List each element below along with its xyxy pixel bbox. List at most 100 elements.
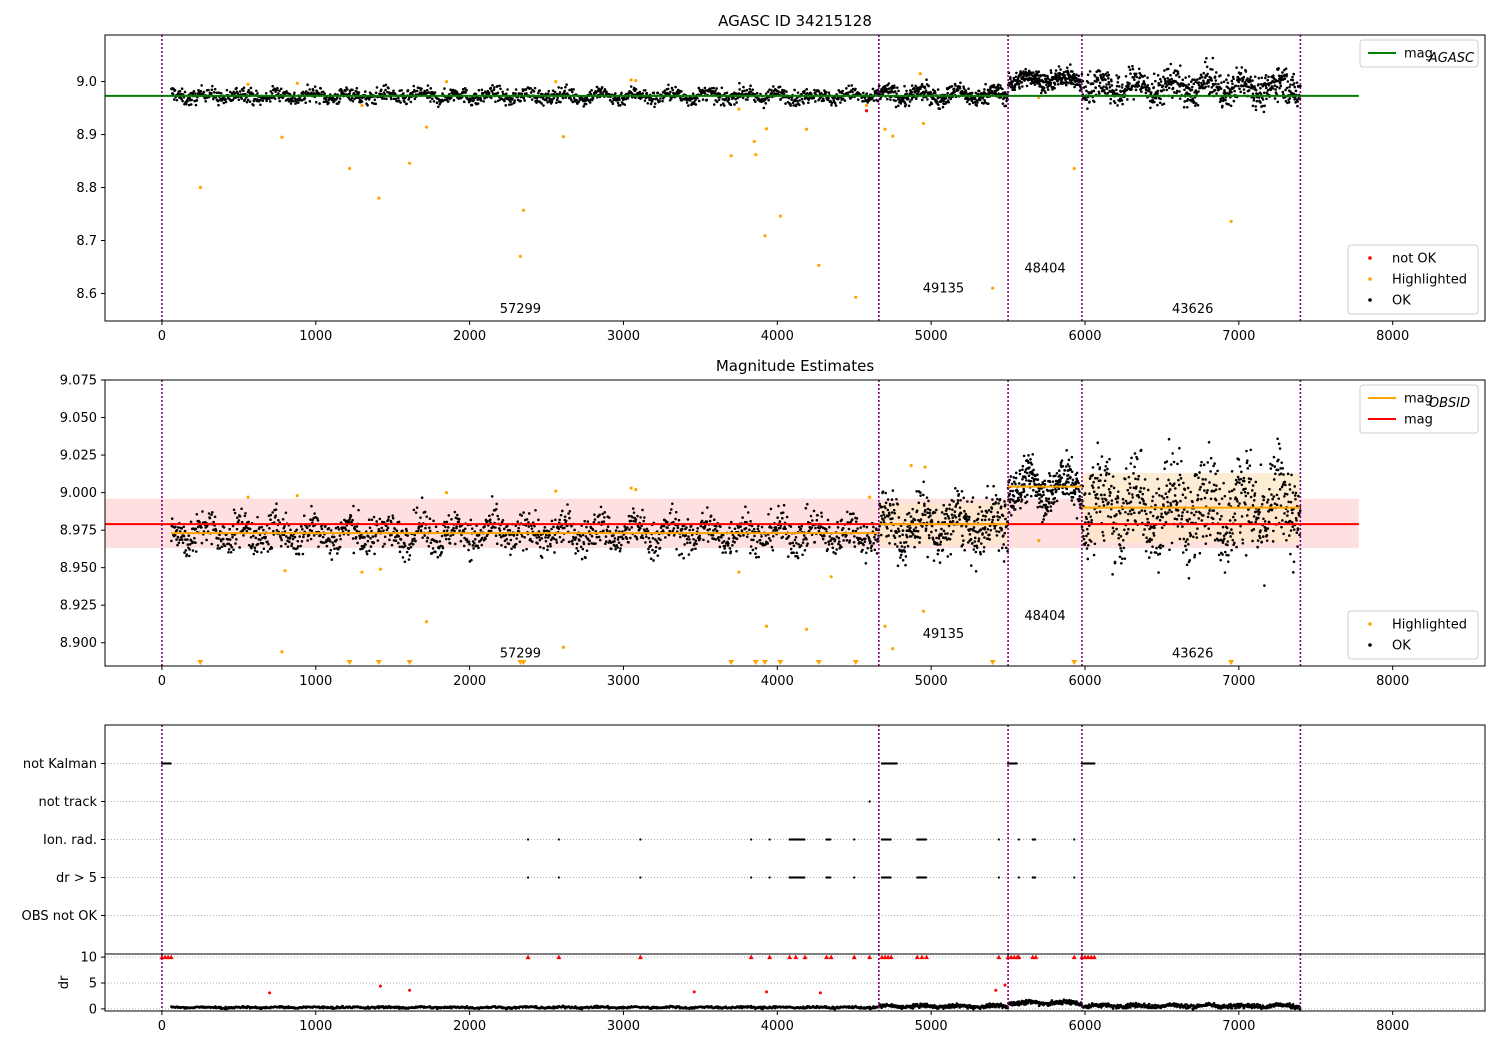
x-tick-label: 7000 xyxy=(1222,329,1255,344)
ok-point xyxy=(192,90,196,93)
obsid-label: 48404 xyxy=(1024,262,1065,277)
ok-point xyxy=(492,88,496,91)
ok-point xyxy=(616,101,620,105)
ok-point xyxy=(363,536,366,539)
ok-point xyxy=(1292,72,1296,76)
ok-point xyxy=(348,518,351,521)
ok-point xyxy=(312,534,316,537)
highlighted-point xyxy=(561,135,566,139)
ok-point xyxy=(887,87,891,91)
ok-point xyxy=(919,518,923,521)
ok-point xyxy=(434,525,438,529)
ok-point xyxy=(311,518,314,522)
ok-point xyxy=(712,529,715,532)
ok-point xyxy=(709,514,713,518)
ok-point xyxy=(1262,110,1266,114)
ok-point xyxy=(1059,68,1062,71)
ok-point xyxy=(930,524,934,528)
ok-point xyxy=(926,555,929,559)
ok-point xyxy=(1158,101,1162,105)
ok-point xyxy=(1183,100,1187,103)
ok-point xyxy=(894,105,898,109)
ok-point xyxy=(896,527,900,531)
ok-point xyxy=(1211,90,1214,94)
ok-point xyxy=(623,103,627,106)
ok-point xyxy=(928,508,932,512)
ok-point xyxy=(796,91,800,94)
ok-point xyxy=(187,103,191,107)
ok-point xyxy=(514,92,517,95)
ok-point xyxy=(587,530,591,533)
ok-point xyxy=(365,550,368,553)
ok-point xyxy=(1283,77,1287,81)
ok-point xyxy=(438,102,441,106)
ok-point xyxy=(413,537,416,540)
ok-point xyxy=(936,101,939,104)
ok-point xyxy=(602,529,605,533)
ok-point xyxy=(585,525,588,529)
ok-point xyxy=(329,529,333,532)
ok-point xyxy=(248,100,252,103)
ok-point xyxy=(575,547,578,550)
ok-point xyxy=(865,534,869,537)
ok-point xyxy=(617,541,621,544)
ok-point xyxy=(785,90,788,93)
ok-point xyxy=(605,90,608,94)
ok-point xyxy=(1175,74,1178,77)
ok-point xyxy=(460,533,463,537)
highlighted-point xyxy=(752,139,756,144)
ok-point xyxy=(745,535,749,539)
ok-point xyxy=(543,529,546,533)
ok-point xyxy=(414,539,417,543)
ok-point xyxy=(1032,71,1035,74)
ok-point xyxy=(903,545,906,549)
ok-point xyxy=(494,526,497,529)
ok-point xyxy=(778,526,782,530)
ok-point xyxy=(931,538,935,541)
ok-point xyxy=(382,529,385,532)
ok-point xyxy=(1162,102,1166,106)
ok-point xyxy=(425,515,428,518)
ok-point xyxy=(1272,74,1275,77)
ok-point xyxy=(774,526,778,529)
ok-point xyxy=(811,519,814,522)
ok-point xyxy=(561,96,565,100)
ok-point xyxy=(583,519,586,523)
ok-point xyxy=(185,553,189,556)
ok-point xyxy=(175,98,179,102)
ok-point xyxy=(1022,489,1026,493)
ok-point xyxy=(441,92,444,95)
ok-point xyxy=(974,550,978,554)
ok-point xyxy=(574,536,578,539)
ok-point xyxy=(885,87,888,91)
ok-point xyxy=(227,542,231,546)
ok-point xyxy=(201,510,204,513)
ok-point xyxy=(645,535,648,538)
ok-point xyxy=(733,527,737,531)
ok-point xyxy=(1178,97,1182,100)
ok-point xyxy=(1014,476,1018,480)
ok-point xyxy=(552,537,556,540)
ok-point xyxy=(1195,102,1198,105)
ok-point xyxy=(1018,472,1022,476)
ok-point xyxy=(1251,104,1255,108)
ok-point xyxy=(316,519,320,522)
ok-point xyxy=(484,91,487,94)
ok-point xyxy=(504,545,507,549)
ok-point xyxy=(353,528,357,531)
ok-point xyxy=(274,508,278,511)
ok-point xyxy=(729,520,733,524)
ok-point xyxy=(606,525,610,529)
ok-point xyxy=(746,511,750,514)
ok-point xyxy=(607,516,611,519)
ok-point xyxy=(178,538,182,542)
ok-point xyxy=(588,101,592,104)
ok-point xyxy=(864,561,868,565)
ok-point xyxy=(1226,86,1230,90)
ok-point xyxy=(493,86,496,89)
ok-point xyxy=(896,564,900,568)
ok-point xyxy=(973,96,977,100)
ok-point xyxy=(674,85,677,89)
ok-point xyxy=(275,502,278,505)
ok-point xyxy=(194,103,198,107)
